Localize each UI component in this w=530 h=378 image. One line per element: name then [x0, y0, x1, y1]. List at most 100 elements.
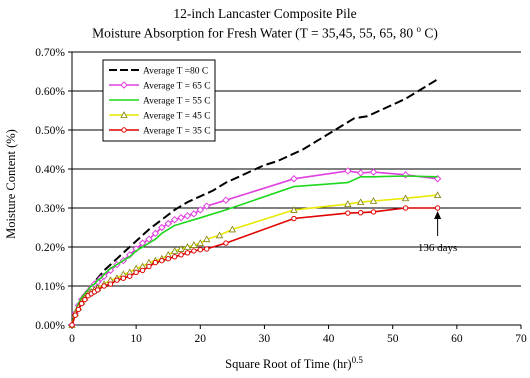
series-4 [69, 205, 441, 328]
data-point [228, 225, 237, 233]
data-point [191, 248, 197, 254]
data-point [139, 267, 146, 274]
x-tick-label: 30 [259, 333, 271, 345]
data-point [344, 200, 352, 208]
data-point [215, 231, 224, 239]
data-point [72, 312, 78, 318]
data-point [204, 246, 210, 252]
data-point [75, 306, 82, 313]
data-point [290, 206, 298, 213]
data-point [197, 247, 203, 253]
legend-label: Average T = 65 C [143, 82, 211, 92]
data-point [120, 275, 127, 281]
data-point [159, 257, 165, 264]
x-tick-label: 40 [323, 333, 335, 345]
y-tick-label: 0.20% [35, 242, 65, 254]
x-tick-label: 70 [515, 333, 527, 345]
data-point [369, 168, 378, 176]
x-axis-label-text: Square Root of Time (hr) [225, 357, 351, 371]
data-point [94, 287, 101, 293]
x-axis-label-exp: 0.5 [352, 355, 364, 365]
data-point [120, 111, 128, 118]
data-point [402, 205, 409, 211]
data-point [291, 215, 297, 222]
data-point [434, 205, 441, 211]
data-point [290, 175, 298, 183]
annotation-arrowhead [434, 211, 442, 219]
data-point [177, 214, 185, 222]
x-tick-label: 20 [195, 333, 207, 345]
data-point [433, 191, 442, 199]
data-point [356, 198, 365, 206]
y-axis-label: Moisture Content (%) [4, 129, 18, 239]
data-point [184, 250, 191, 256]
legend: Average T =80 C Average T = 65 C Average T… [102, 59, 216, 142]
x-tick-label: 0 [69, 333, 75, 345]
data-point [177, 245, 185, 252]
y-tick-label: 0.40% [35, 164, 65, 176]
data-point [203, 235, 211, 243]
series-line [71, 170, 438, 326]
data-point [164, 219, 172, 228]
data-point [151, 229, 160, 238]
data-point [344, 167, 352, 175]
data-point [356, 169, 365, 177]
data-point [120, 81, 128, 89]
x-tick-label: 60 [451, 333, 463, 345]
series-1 [68, 167, 442, 329]
data-point [369, 197, 378, 204]
chart-subtitle-end: C) [421, 25, 438, 41]
grid-lines [72, 51, 521, 287]
data-point [202, 202, 211, 210]
tick-labels: 0.00% 0.10% 0.20% 0.30% 0.40% 0.50% 0.60% 0.70%… [35, 47, 527, 345]
legend-label: Average T = 45 C [143, 112, 211, 122]
data-point [82, 296, 88, 303]
data-point [357, 209, 364, 216]
legend-label: Average T =80 C [143, 67, 208, 77]
data-point [183, 212, 192, 220]
series-line [71, 207, 438, 326]
data-point [178, 252, 184, 258]
series-line [71, 194, 438, 326]
chart-subtitle: Moisture Absorption for Fresh Water (T =… [0, 24, 530, 42]
series-2 [71, 175, 438, 326]
data-point [78, 300, 85, 307]
x-tick-label: 50 [387, 333, 399, 345]
data-point [401, 194, 410, 202]
y-tick-label: 0.60% [35, 86, 65, 98]
x-tick-label: 10 [130, 333, 142, 345]
data-point [107, 281, 114, 287]
data-point [190, 241, 198, 248]
data-point [127, 273, 133, 279]
data-point [158, 223, 166, 232]
data-point [165, 256, 171, 262]
legend-label: Average T = 35 C [143, 127, 211, 137]
chart-subtitle-text: Moisture Absorption for Fresh Water (T =… [92, 25, 417, 41]
data-point [171, 254, 178, 260]
data-point [223, 240, 229, 246]
series-group [68, 78, 442, 329]
data-point [69, 322, 75, 328]
x-axis-label: Square Root of Time (hr)0.5 [225, 355, 363, 371]
y-tick-label: 0.70% [35, 47, 65, 59]
data-point [121, 127, 127, 133]
data-point [183, 243, 192, 250]
data-point [345, 210, 351, 216]
data-point [196, 239, 204, 247]
data-point [146, 263, 152, 270]
chart-subtitle-degree: o [416, 24, 422, 34]
data-point [170, 247, 179, 254]
y-tick-label: 0.50% [35, 125, 65, 137]
data-point [101, 283, 107, 289]
data-point [133, 269, 139, 276]
legend-label: Average T = 55 C [143, 97, 211, 107]
chart-title: 12-inch Lancaster Composite Pile [173, 6, 357, 21]
data-point [401, 171, 410, 179]
y-tick-label: 0.10% [35, 281, 65, 293]
series-line [71, 175, 438, 326]
data-point [152, 259, 159, 266]
y-tick-label: 0.00% [35, 320, 65, 332]
data-point [100, 272, 108, 280]
y-tick-label: 0.30% [35, 203, 65, 215]
annotation: 136 days [418, 211, 457, 254]
